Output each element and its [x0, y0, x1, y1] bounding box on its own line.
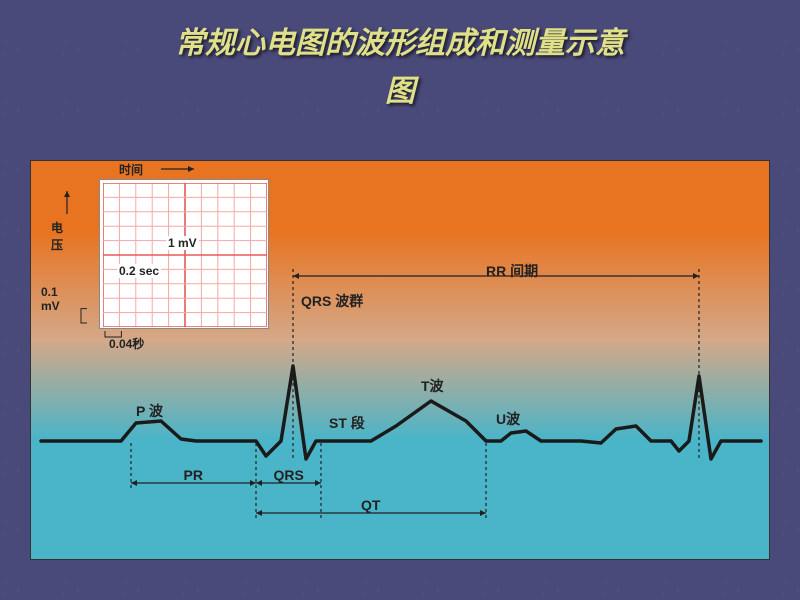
grid-01mv-label: 0.1 mV	[41, 285, 60, 313]
qrs-complex-label: QRS 波群	[301, 291, 363, 311]
voltage-axis-label: 电 压	[51, 219, 63, 253]
title-line-2: 图	[385, 75, 415, 108]
calibration-grid	[99, 179, 269, 329]
ecg-diagram: RR 间期 QRS 波群 P 波 ST 段 T波 U波 PR QRS QT 1 mV 0.2 sec…	[30, 160, 770, 560]
grid-1mv-label: 1 mV	[166, 236, 199, 250]
time-axis-label: 时间	[119, 161, 143, 178]
qt-label: QT	[361, 497, 380, 513]
rr-label: RR 间期	[486, 261, 538, 281]
grid-004s-label: 0.04秒	[109, 335, 144, 352]
t-wave-label: T波	[421, 376, 444, 396]
st-segment-label: ST 段	[329, 413, 365, 433]
u-wave-label: U波	[496, 409, 520, 429]
p-wave-label: P 波	[136, 401, 163, 421]
slide-title: 常规心电图的波形组成和测量示意 图	[0, 0, 800, 126]
pr-label: PR	[184, 467, 203, 483]
title-line-1: 常规心电图的波形组成和测量示意	[175, 27, 625, 60]
qrs-interval-label: QRS	[274, 467, 304, 483]
grid-02sec-label: 0.2 sec	[117, 264, 161, 278]
